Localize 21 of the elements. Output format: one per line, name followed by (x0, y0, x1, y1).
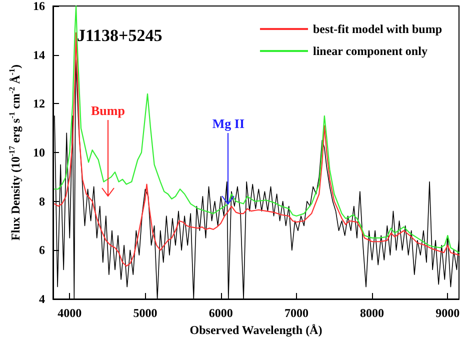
y-tick-label: 12 (33, 96, 45, 111)
legend-label: linear component only (312, 44, 428, 58)
x-tick-label: 7000 (284, 306, 308, 320)
x-tick-label: 8000 (360, 306, 384, 320)
text: Flux Density (10-17 erg s-1 cm-2 Å-1) (8, 64, 22, 240)
y-tick-label: 14 (33, 48, 45, 62)
x-tick-label: 9000 (436, 306, 460, 320)
y-tick-label: 16 (33, 0, 45, 13)
y-tick-label: 6 (39, 243, 45, 258)
annotation: Mg II (212, 116, 245, 131)
x-axis-title: Observed Wavelength (Å) (190, 322, 322, 337)
x-tick-label: 4000 (58, 306, 82, 320)
text: J1138+5245 (77, 26, 162, 45)
y-tick-label: 10 (33, 146, 45, 160)
legend-label: best-fit model with bump (312, 22, 442, 36)
x-tick-label: 6000 (208, 306, 233, 320)
line-series (54, 5, 460, 254)
y-tick-label: 8 (39, 194, 45, 208)
annotation: Bump (91, 103, 125, 118)
x-tick-label: 5000 (133, 306, 158, 320)
y-tick-label: 4 (39, 292, 45, 306)
